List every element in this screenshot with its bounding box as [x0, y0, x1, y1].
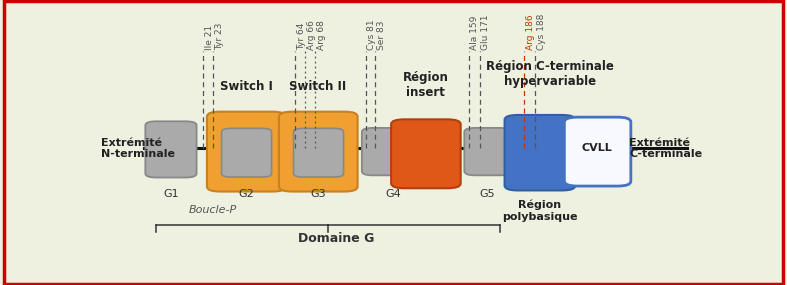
Text: Extrémité
C-terminale: Extrémité C-terminale [629, 138, 702, 159]
Text: G1: G1 [163, 189, 179, 199]
Text: Tyr 23: Tyr 23 [215, 22, 224, 50]
Text: Extrémité
N-terminale: Extrémité N-terminale [102, 138, 176, 159]
FancyBboxPatch shape [294, 128, 344, 177]
FancyBboxPatch shape [222, 128, 272, 177]
Text: G5: G5 [480, 189, 495, 199]
Text: Switch II: Switch II [290, 80, 346, 93]
FancyBboxPatch shape [464, 128, 511, 175]
Text: Switch I: Switch I [220, 80, 272, 93]
Text: Cys 188: Cys 188 [537, 13, 546, 50]
Text: Région
insert: Région insert [403, 71, 449, 99]
FancyBboxPatch shape [207, 112, 286, 192]
Text: Tyr 64: Tyr 64 [297, 22, 306, 50]
FancyBboxPatch shape [564, 117, 631, 186]
Text: Cys 81: Cys 81 [368, 19, 376, 50]
Text: G2: G2 [238, 189, 254, 199]
Text: Boucle-P: Boucle-P [189, 205, 237, 215]
FancyBboxPatch shape [146, 121, 197, 178]
Text: CVLL: CVLL [582, 143, 612, 153]
Text: Région C-terminale
hypervariable: Région C-terminale hypervariable [486, 60, 614, 88]
Text: Domaine G: Domaine G [298, 232, 375, 245]
Text: Arg 68: Arg 68 [316, 20, 326, 50]
Text: Arg 186: Arg 186 [526, 14, 535, 50]
Text: G3: G3 [310, 189, 326, 199]
Text: Glu 171: Glu 171 [482, 14, 490, 50]
FancyBboxPatch shape [362, 128, 402, 175]
Text: Arg 66: Arg 66 [307, 20, 316, 50]
Text: Ala 159: Ala 159 [471, 15, 479, 50]
Text: G4: G4 [385, 189, 401, 199]
FancyBboxPatch shape [504, 115, 575, 190]
Text: Ser 83: Ser 83 [376, 20, 386, 50]
Text: Région
polybasique: Région polybasique [502, 200, 578, 222]
Text: Ile 21: Ile 21 [205, 25, 214, 50]
FancyBboxPatch shape [391, 119, 460, 188]
FancyBboxPatch shape [279, 112, 357, 192]
